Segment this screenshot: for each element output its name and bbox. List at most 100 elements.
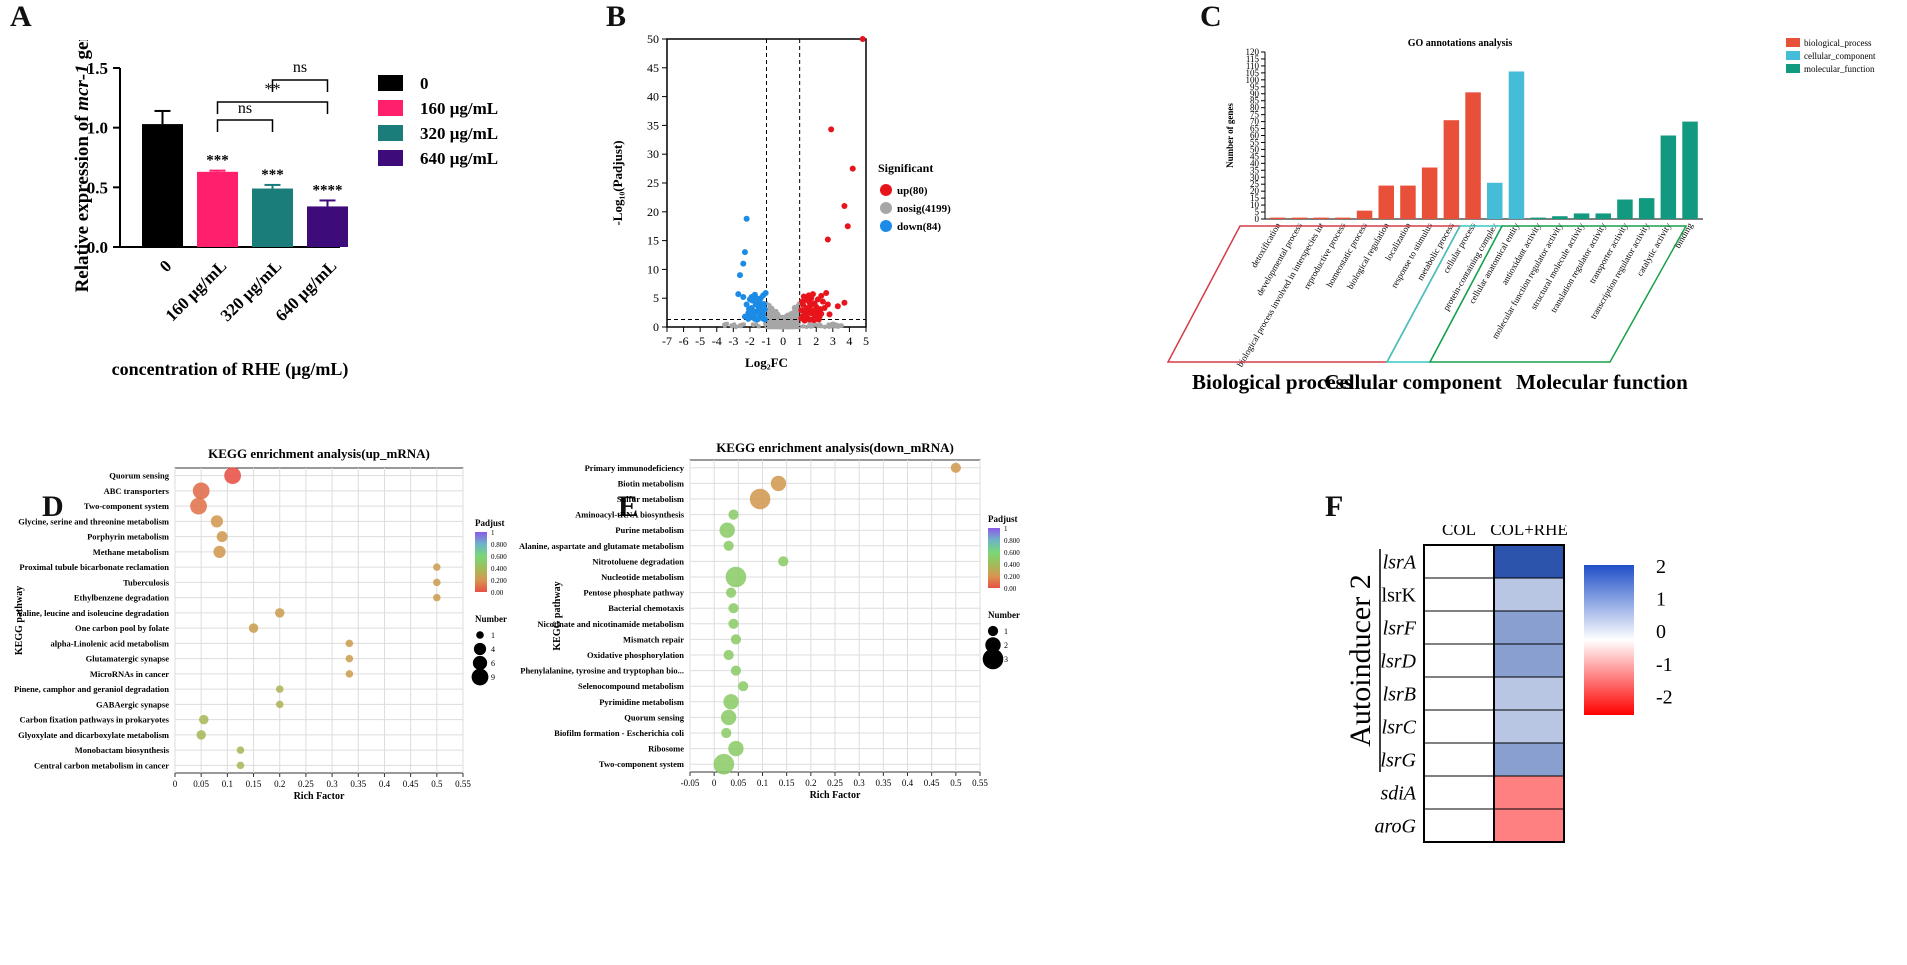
legend-title: Significant — [878, 161, 933, 175]
pathway-label: Biofilm formation - Escherichia coli — [554, 728, 684, 738]
size-legend-marker — [472, 655, 488, 671]
bubble — [345, 670, 354, 678]
group-frame-molecular — [1428, 225, 1688, 363]
x-tick-label: 0.15 — [246, 779, 262, 789]
color-legend-tick: 0.400 — [491, 565, 507, 573]
nosig-point — [780, 324, 786, 329]
bar — [1400, 185, 1416, 219]
bubble — [433, 578, 441, 587]
y-tick-label: 50 — [1250, 144, 1260, 154]
y-tick-label: 60 — [1250, 131, 1260, 141]
group-label: Autoinducer 2 — [1344, 574, 1377, 746]
nosig-point — [815, 323, 821, 329]
up-point — [824, 301, 831, 308]
x-axis-label: Rich Factor — [294, 791, 345, 802]
down-point — [762, 290, 769, 297]
bubble — [224, 467, 242, 485]
size-legend-title: Number — [475, 614, 507, 624]
bar — [1313, 217, 1329, 219]
kegg-up-bubble-chart: KEGG enrichment analysis(up_mRNA) 0 0.05 0.… — [14, 446, 507, 802]
down-point — [753, 295, 760, 302]
significance-label: *** — [206, 153, 229, 169]
down-point — [743, 301, 750, 308]
legend-swatch — [1786, 64, 1800, 73]
heatmap-cell — [1423, 577, 1495, 612]
bubble — [720, 709, 737, 726]
bubble — [725, 566, 747, 588]
legend-swatch — [378, 100, 403, 116]
nosig-point — [808, 324, 813, 329]
bubble — [248, 623, 259, 633]
size-legend-marker — [471, 668, 489, 686]
y-tick-label: 45 — [647, 61, 659, 75]
y-tick-label: 70 — [1250, 117, 1260, 127]
legend-label: 0 — [420, 74, 429, 93]
category-label: biological process involved in interspec… — [1235, 221, 1326, 369]
panel-c-go-chart: GO annotations analysis 0 5 10 15 20 25 30 35 40 4… — [1140, 30, 1907, 490]
bar — [1660, 135, 1677, 219]
pathway-label: Quorum sensing — [624, 712, 684, 722]
group-label: Cellular component — [1324, 370, 1502, 394]
pathway-label: Alanine, aspartate and glutamate metabol… — [519, 541, 684, 551]
x-tick-label: 0.5 — [950, 778, 962, 788]
chart-title: KEGG enrichment analysis(down_mRNA) — [716, 440, 954, 455]
x-tick-label: 0.55 — [455, 779, 471, 789]
legend-label: down(84) — [897, 221, 941, 233]
x-tick-label: -4 — [712, 334, 722, 348]
nosig-point — [775, 324, 781, 330]
x-axis-label: Log₂FC — [745, 355, 788, 370]
bubble — [723, 649, 734, 661]
bubble — [721, 727, 732, 739]
pathway-label: Pentose phosphate pathway — [583, 588, 684, 598]
bubble — [749, 488, 771, 510]
x-tick-label: 0 — [173, 779, 178, 789]
panel-label-d: D — [42, 490, 64, 523]
heatmap-cell — [1493, 610, 1565, 645]
y-tick-label: 50 — [647, 32, 659, 46]
bar — [1378, 185, 1394, 219]
x-tick-label: 0.2 — [274, 779, 285, 789]
autoinducer-heatmap: COL COL+RHE lsrA lsrK lsrF lsrD lsrB lsrC lsrG sd… — [1344, 525, 1673, 843]
bar — [1638, 198, 1655, 219]
heatmap-cell — [1493, 676, 1565, 711]
legend-label: 320 μg/mL — [420, 124, 498, 143]
y-tick-label: 95 — [1250, 82, 1260, 92]
y-tick-label: 80 — [1250, 103, 1260, 113]
heatmap-cell — [1493, 808, 1565, 843]
y-tick-label: 120 — [1246, 47, 1260, 57]
x-tick-label: 1 — [797, 334, 803, 348]
y-tick-label: 75 — [1250, 110, 1260, 120]
bubble — [730, 634, 742, 645]
y-tick-label: 0 — [653, 320, 659, 334]
pathway-label: Methane metabolism — [93, 547, 169, 557]
nosig-point — [737, 323, 742, 328]
y-tick-label: 5 — [1255, 207, 1260, 217]
nosig-point — [769, 322, 774, 328]
group-label: Biological process — [1192, 370, 1352, 394]
legend-marker — [880, 184, 892, 196]
bar — [197, 171, 238, 247]
chart-title: KEGG enrichment analysis(up_mRNA) — [208, 446, 430, 461]
column-header: COL — [1442, 525, 1476, 539]
heatmap-cell — [1423, 610, 1495, 645]
legend-swatch — [1786, 51, 1800, 60]
bubble — [723, 540, 734, 551]
x-tick-label: -2 — [745, 334, 755, 348]
color-legend-tick: 0.800 — [1004, 537, 1020, 545]
pathway-label: Proximal tubule bicarbonate reclamation — [19, 562, 169, 572]
pathway-label: Oxidative phosphorylation — [587, 650, 684, 660]
row-label: lsrK — [1382, 585, 1417, 607]
x-tick-label: 4 — [846, 334, 852, 348]
pathway-label: alpha-Linolenic acid metabolism — [50, 638, 169, 648]
bubble — [345, 654, 354, 663]
y-tick-label: 85 — [1250, 96, 1260, 106]
heatmap-cell — [1423, 643, 1495, 678]
size-legend-label: 4 — [491, 645, 495, 654]
panel-label-f: F — [1325, 490, 1344, 523]
pathway-label: Carbon fixation pathways in prokaryotes — [19, 715, 169, 725]
heatmap-cell — [1493, 775, 1565, 810]
x-tick-label: 0.55 — [972, 778, 988, 788]
pathway-label: MicroRNAs in cancer — [90, 669, 169, 679]
panel-label-e: E — [618, 490, 639, 523]
pathway-label: Aminoacyl-tRNA biosynthesis — [575, 510, 685, 520]
